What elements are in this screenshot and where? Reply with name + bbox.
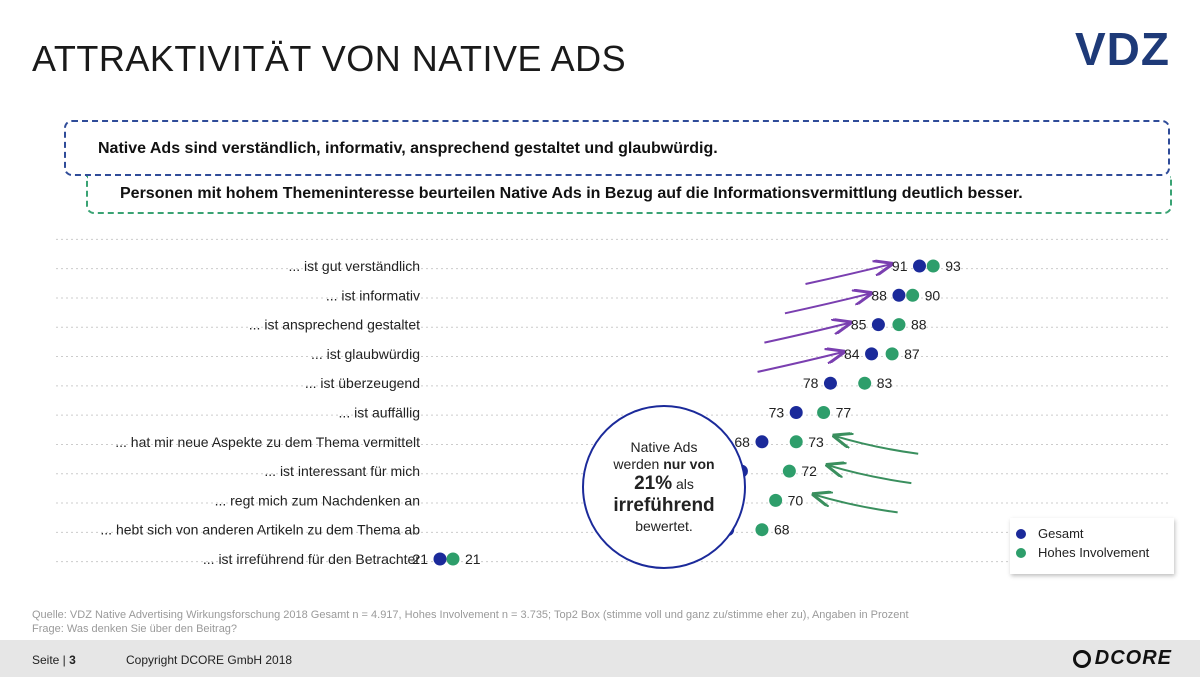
legend-item-gesamt: Gesamt xyxy=(1016,526,1168,541)
callout-line5: bewertet. xyxy=(635,518,693,535)
category-label: ... regt mich zum Nachdenken an xyxy=(215,492,420,508)
point-gesamt xyxy=(823,376,837,390)
point-gesamt xyxy=(913,259,926,273)
legend-dot-involvement xyxy=(1016,547,1026,558)
value-label-gesamt: 88 xyxy=(871,287,887,303)
chart-row: ... ist glaubwürdig 84 87 xyxy=(311,346,920,362)
value-label-involvement: 68 xyxy=(774,522,790,538)
dcore-logo: DCORE xyxy=(1072,647,1172,670)
chart-row: ... ist auffällig 73 77 xyxy=(339,405,852,421)
copyright: Copyright DCORE GmbH 2018 xyxy=(126,653,293,667)
value-label-gesamt: 73 xyxy=(769,405,785,421)
chart-legend: Gesamt Hohes Involvement xyxy=(1010,518,1174,574)
legend-dot-gesamt xyxy=(1016,528,1026,539)
footer-bar: Seite | 3 Copyright DCORE GmbH 2018 DCOR… xyxy=(0,640,1200,677)
dcore-brand-text: DCORE xyxy=(1094,647,1172,669)
value-label-involvement: 90 xyxy=(925,287,941,303)
value-label-gesamt: 85 xyxy=(851,317,867,333)
chart-row: ... ist ansprechend gestaltet 85 88 xyxy=(249,317,927,333)
point-gesamt xyxy=(892,288,906,302)
callout-percentage: 21% xyxy=(634,472,673,494)
page-number: 3 xyxy=(69,653,76,667)
value-label-gesamt: 91 xyxy=(892,258,908,274)
chart-row: ... ist gut verständlich 91 93 xyxy=(288,258,961,274)
value-label-involvement: 73 xyxy=(808,434,824,450)
primary-statement-box: Native Ads sind verständlich, informativ… xyxy=(64,120,1170,176)
value-label-involvement: 72 xyxy=(801,463,817,479)
point-involvement xyxy=(885,347,899,361)
legend-label-involvement: Hohes Involvement xyxy=(1038,545,1150,560)
category-label: ... ist informativ xyxy=(326,287,420,303)
category-label: ... ist auffällig xyxy=(339,405,420,421)
category-label: ... ist irreführend für den Betrachter xyxy=(203,551,420,567)
point-involvement xyxy=(858,376,872,390)
point-involvement xyxy=(906,288,920,302)
value-label-involvement: 77 xyxy=(836,405,852,421)
chart-row: ... ist informativ 88 90 xyxy=(326,287,941,303)
trend-arrow-up xyxy=(784,293,871,315)
chart-row: ... ist irreführend für den Betrachter21… xyxy=(203,551,481,567)
category-label: ... ist interessant für mich xyxy=(264,463,420,479)
point-involvement xyxy=(769,493,783,507)
callout-circle: Native Ads werden nur von 21% als irrefü… xyxy=(582,405,746,569)
primary-statement: Native Ads sind verständlich, informativ… xyxy=(98,140,718,157)
value-label-gesamt: 84 xyxy=(844,346,860,362)
trend-arrow-up xyxy=(764,323,850,344)
point-involvement xyxy=(817,406,831,419)
trend-arrow-down xyxy=(814,494,898,514)
trend-arrow-up xyxy=(805,264,892,285)
trend-arrow-down xyxy=(834,436,919,455)
point-involvement xyxy=(789,435,803,449)
value-label-involvement: 87 xyxy=(904,346,920,362)
value-label-gesamt: 21 xyxy=(412,551,428,567)
question-line: Frage: Was denken Sie über den Beitrag? xyxy=(32,623,238,636)
point-involvement xyxy=(782,464,796,478)
point-involvement xyxy=(892,318,906,332)
value-label-involvement: 21 xyxy=(465,551,481,567)
chart-row: ... ist überzeugend 78 83 xyxy=(305,375,893,391)
category-label: ... hat mir neue Aspekte zu dem Thema ve… xyxy=(115,434,420,450)
category-label: ... hebt sich von anderen Artikeln zu de… xyxy=(100,522,420,538)
callout-line2-bold: nur von xyxy=(663,455,715,472)
secondary-statement-box: Personen mit hohem Themeninteresse beurt… xyxy=(86,176,1172,214)
page-label: Seite | xyxy=(32,653,66,667)
trend-arrow-up xyxy=(757,352,844,373)
page-indicator: Seite | 3 xyxy=(32,653,76,667)
value-label-gesamt: 68 xyxy=(734,434,750,450)
chart-row: ... hat mir neue Aspekte zu dem Thema ve… xyxy=(115,434,824,450)
source-line: Quelle: VDZ Native Advertising Wirkungsf… xyxy=(32,609,909,621)
value-label-involvement: 88 xyxy=(911,317,927,333)
vdz-logo: VDZ xyxy=(1075,23,1170,75)
trend-arrow-down xyxy=(827,465,912,485)
secondary-statement: Personen mit hohem Themeninteresse beurt… xyxy=(120,185,1023,202)
dcore-mark-icon xyxy=(1072,649,1091,668)
value-label-gesamt: 78 xyxy=(803,375,819,391)
category-label: ... ist überzeugend xyxy=(305,375,420,391)
source-note: Quelle: VDZ Native Advertising Wirkungsf… xyxy=(32,608,909,637)
category-label: ... ist glaubwürdig xyxy=(311,346,420,362)
callout-line1: Native Ads xyxy=(630,439,698,455)
point-gesamt xyxy=(755,435,769,449)
callout-keyword: irreführend xyxy=(613,495,715,517)
point-gesamt xyxy=(865,347,879,361)
page-title: ATTRAKTIVITÄT VON NATIVE ADS xyxy=(32,38,627,79)
point-involvement xyxy=(446,552,460,566)
point-involvement xyxy=(755,523,769,537)
point-gesamt xyxy=(789,406,803,419)
legend-item-involvement: Hohes Involvement xyxy=(1016,545,1168,560)
value-label-involvement: 93 xyxy=(945,258,961,274)
callout-line3-post: als xyxy=(672,475,694,492)
legend-label-gesamt: Gesamt xyxy=(1038,526,1084,541)
callout-line2-pre: werden xyxy=(613,455,664,472)
category-label: ... ist gut verständlich xyxy=(288,258,420,274)
point-involvement xyxy=(926,259,940,273)
value-label-involvement: 70 xyxy=(788,492,804,508)
point-gesamt xyxy=(871,318,885,332)
point-gesamt xyxy=(433,552,447,566)
value-label-involvement: 83 xyxy=(877,375,893,391)
category-label: ... ist ansprechend gestaltet xyxy=(249,317,420,333)
